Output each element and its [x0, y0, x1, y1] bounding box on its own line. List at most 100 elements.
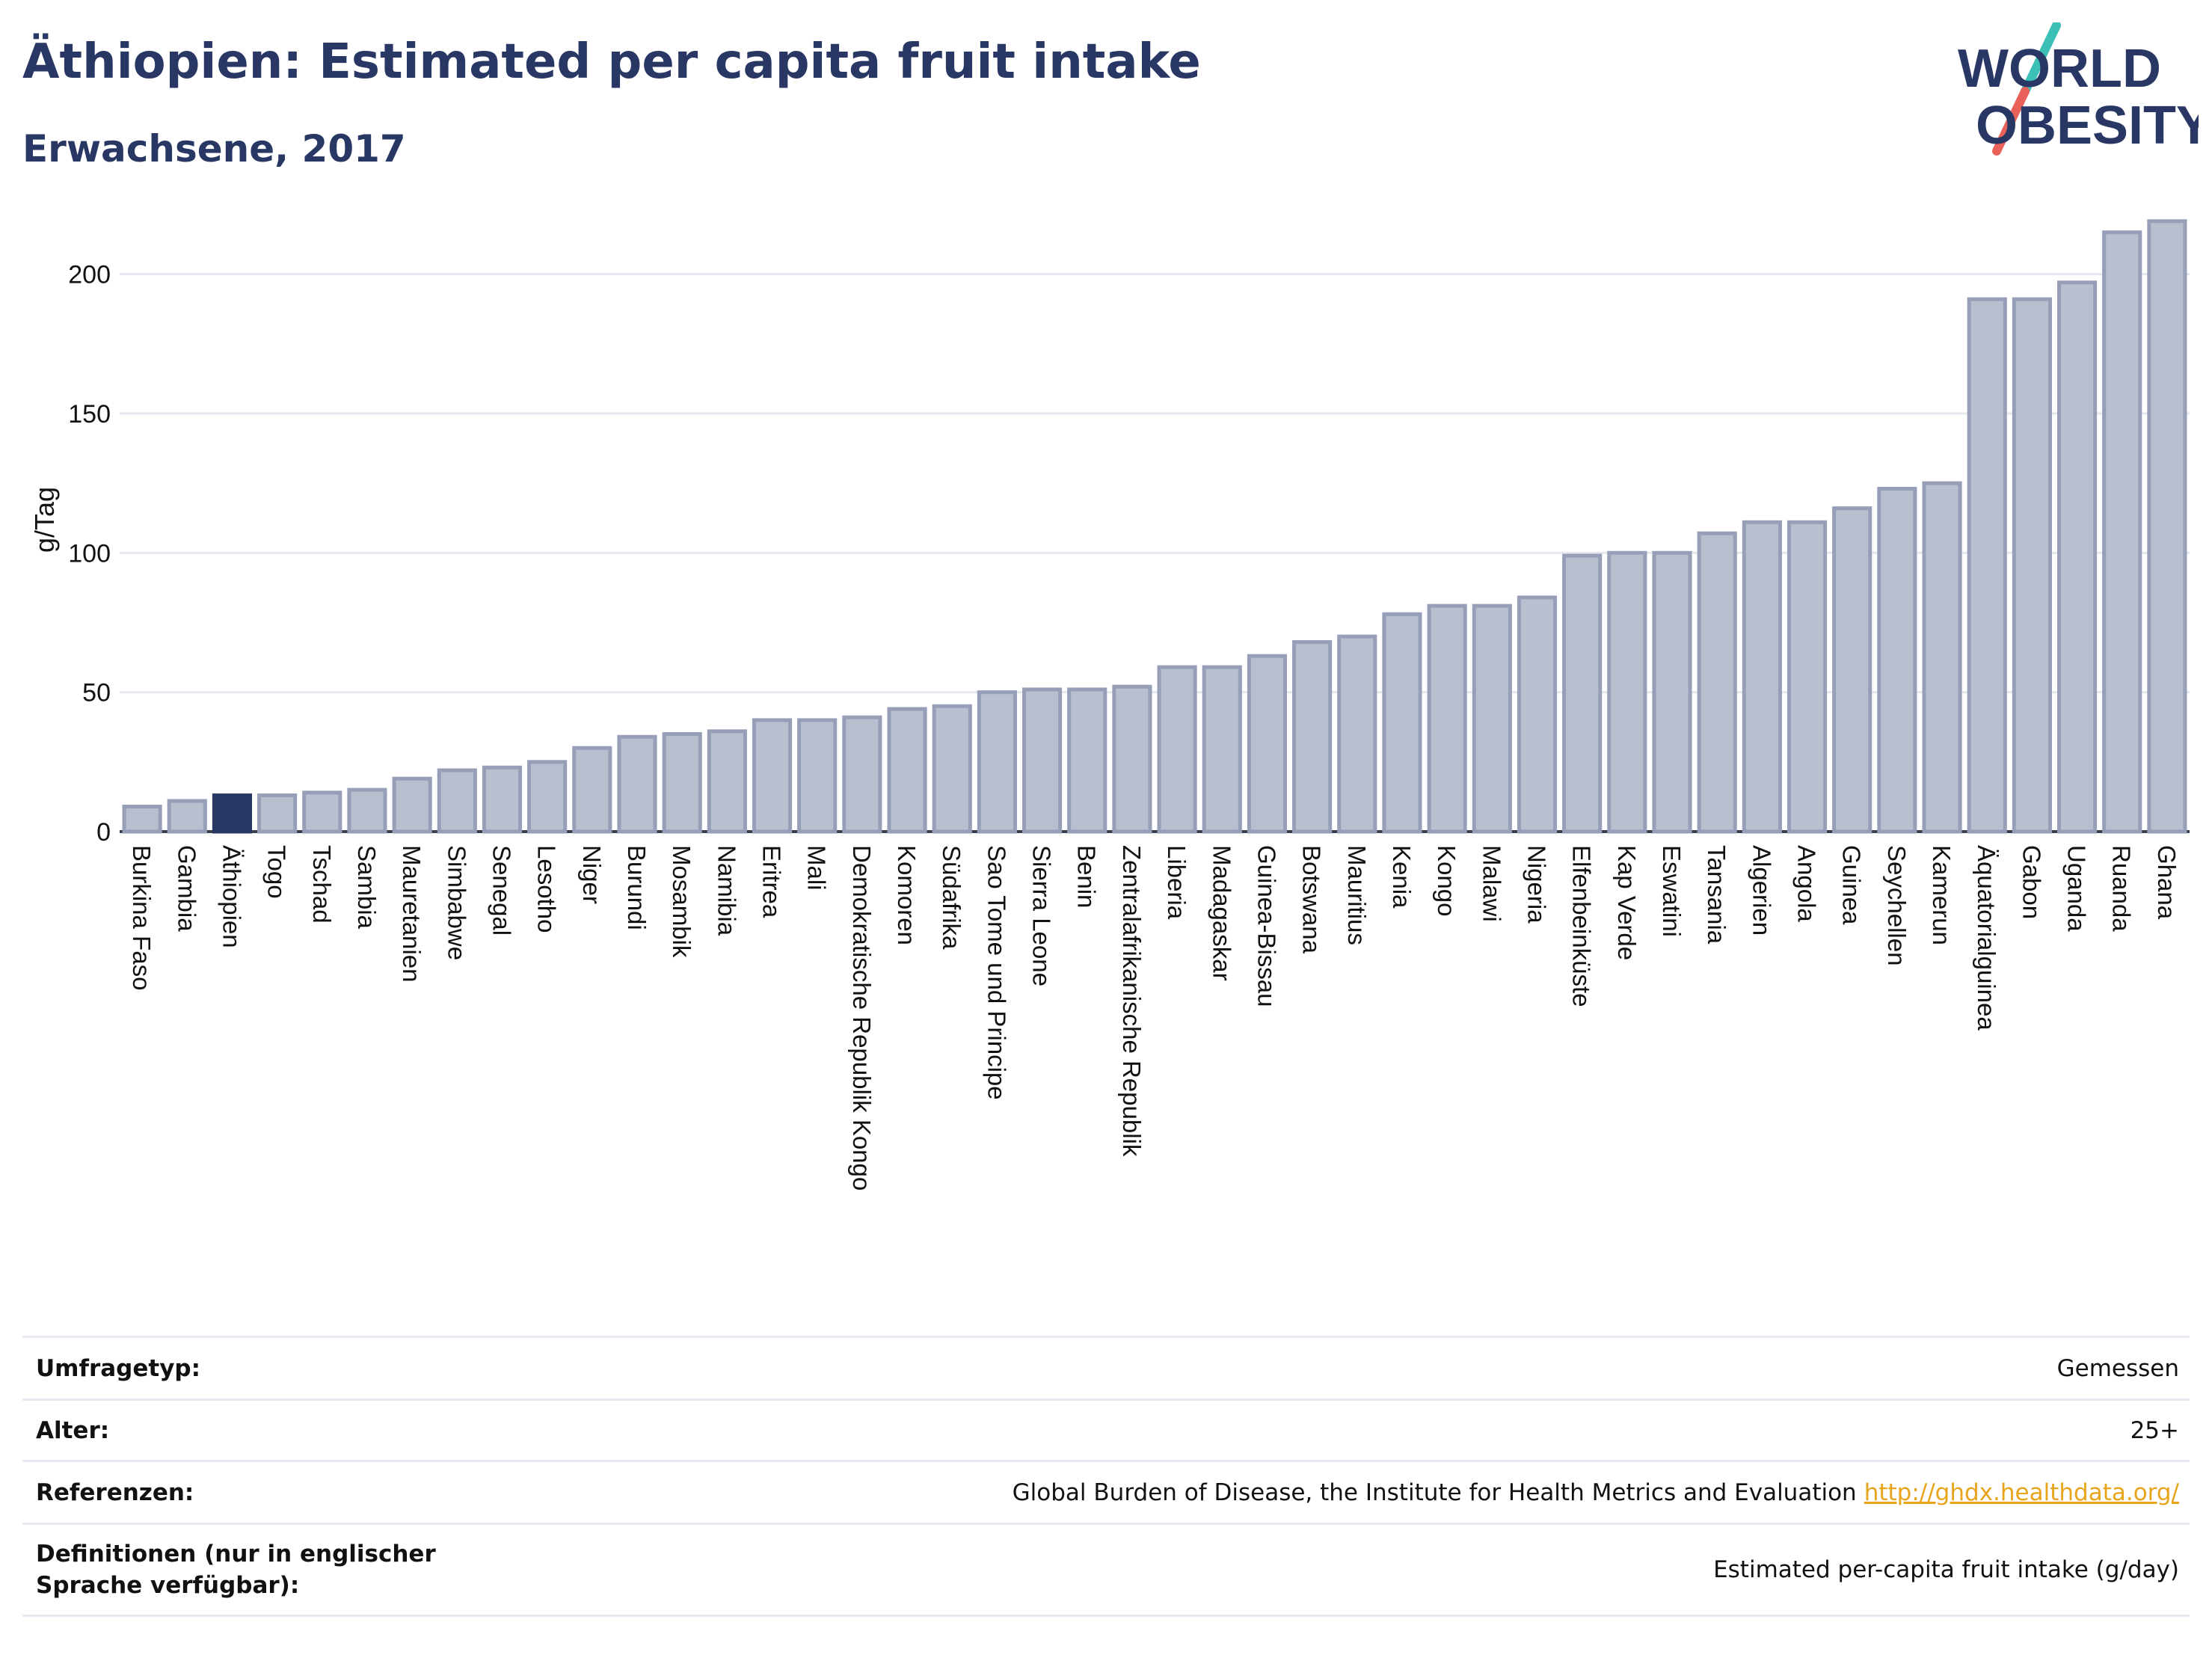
bar-chart: 0 50 100 150 200 Burkina Faso Gambia Äthiopien… [29, 219, 2190, 1191]
info-label: Alter: [36, 1416, 110, 1444]
bar-sambia[interactable] [347, 787, 387, 834]
bar-ghana[interactable] [2147, 219, 2187, 834]
bar-zentralafrikanische-republik[interactable] [1112, 684, 1152, 834]
reference-text: Global Burden of Disease, the Institute … [1012, 1479, 1857, 1506]
bar-kap-verde[interactable] [1607, 550, 1647, 834]
x-tick-label: Gambia [173, 845, 200, 932]
y-tick-label: 0 [96, 818, 111, 847]
bar-malawi[interactable] [1472, 604, 1512, 834]
bar-sao-tome-und-principe[interactable] [977, 690, 1017, 834]
bar-äthiopien[interactable] [212, 793, 253, 834]
x-tick-label: Zentralafrikanische Republik [1118, 845, 1146, 1157]
bar-burundi[interactable] [617, 734, 657, 834]
bar-botswana[interactable] [1292, 640, 1333, 834]
x-tick-label: Elfenbeinküste [1568, 845, 1596, 1007]
x-tick-label: Togo [263, 845, 291, 899]
bar-namibia[interactable] [707, 729, 747, 834]
x-tick-label: Tansania [1703, 845, 1730, 945]
x-tick-label: Ghana [2153, 845, 2181, 920]
reference-link[interactable]: http://ghdx.healthdata.org/ [1864, 1479, 2179, 1506]
x-tick-label: Namibia [713, 845, 740, 936]
info-label: Umfragetyp: [36, 1354, 200, 1382]
bar-kamerun[interactable] [1922, 481, 1962, 834]
info-row-definitions: Definitionen (nur in englischer Sprache … [22, 1523, 2190, 1617]
x-tick-label: Burkina Faso [128, 845, 156, 990]
x-tick-label: Madagaskar [1208, 845, 1235, 981]
bar-südafrika[interactable] [932, 704, 972, 834]
x-tick-label: Malawi [1478, 845, 1505, 922]
x-tick-label: Botswana [1298, 845, 1326, 954]
x-tick-label: Äquatorialguinea [1973, 845, 2000, 1031]
x-tick-label: Sambia [353, 845, 381, 930]
x-tick-label: Simbabwe [443, 845, 470, 960]
x-tick-label: Lesotho [533, 845, 561, 933]
info-value: Gemessen [2056, 1354, 2179, 1382]
logo-slash-top [2021, 22, 2061, 96]
bar-eswatini[interactable] [1652, 550, 1692, 834]
y-tick-label: 50 [82, 679, 111, 707]
bar-lesotho[interactable] [527, 760, 568, 834]
y-tick-label: 200 [68, 261, 111, 289]
bar-komoren[interactable] [887, 707, 927, 834]
bar-senegal[interactable] [482, 765, 523, 834]
x-tick-label: Mali [803, 845, 831, 891]
bar-madagaskar[interactable] [1202, 665, 1242, 834]
bar-benin[interactable] [1067, 687, 1107, 834]
bar-kongo[interactable] [1427, 604, 1467, 834]
x-tick-label: Sierra Leone [1028, 845, 1056, 986]
bar-demokratische-republik-kongo[interactable] [842, 715, 882, 834]
bar-gabon[interactable] [2012, 297, 2052, 834]
logo-line2: OBESITY [1976, 96, 2199, 156]
x-tick-label: Mosambik [668, 845, 695, 958]
x-tick-label: Seychellen [1883, 845, 1911, 965]
bar-guinea[interactable] [1832, 506, 1872, 834]
bar-ruanda[interactable] [2102, 230, 2142, 834]
x-tick-label: Niger [578, 845, 606, 904]
x-tick-label: Tschad [308, 845, 336, 924]
x-tick-label: Uganda [2063, 845, 2091, 932]
bar-mali[interactable] [797, 718, 838, 834]
bar-mauritius[interactable] [1337, 634, 1377, 834]
x-tick-label: Guinea-Bissau [1253, 845, 1280, 1007]
chart-title: Äthiopien: Estimated per capita fruit in… [22, 34, 1201, 90]
info-row-age: Alter: 25+ [22, 1398, 2190, 1460]
info-row-survey: Umfragetyp: Gemessen [22, 1336, 2190, 1398]
bar-seychellen[interactable] [1877, 487, 1917, 834]
bar-äquatorialguinea[interactable] [1967, 297, 2007, 834]
bar-angola[interactable] [1787, 520, 1828, 834]
x-tick-label: Benin [1073, 845, 1101, 908]
bar-tansania[interactable] [1697, 531, 1737, 834]
bar-mosambik[interactable] [662, 732, 702, 834]
bar-uganda[interactable] [2056, 280, 2098, 834]
x-tick-label: Demokratische Republik Kongo [848, 845, 876, 1191]
info-value: 25+ [2130, 1416, 2179, 1444]
bar-mauretanien[interactable] [392, 776, 432, 834]
x-tick-label: Sao Tome und Principe [983, 845, 1010, 1100]
x-tick-label: Komoren [893, 845, 921, 945]
x-tick-label: Eritrea [758, 845, 786, 918]
info-value: Estimated per-capita fruit intake (g/day… [1713, 1556, 2179, 1583]
bar-simbabwe[interactable] [437, 768, 477, 834]
bar-nigeria[interactable] [1517, 595, 1558, 834]
bar-burkina-faso[interactable] [122, 804, 162, 834]
bar-guinea-bissau[interactable] [1247, 654, 1288, 834]
info-label: Definitionen (nur in englischer Sprache … [36, 1541, 436, 1599]
bar-sierra-leone[interactable] [1021, 687, 1063, 834]
info-table: Umfragetyp: Gemessen Alter: 25+ Referenz… [22, 1336, 2190, 1617]
bar-togo[interactable] [257, 793, 298, 834]
bar-elfenbeinküste[interactable] [1562, 553, 1603, 834]
bar-algerien[interactable] [1742, 520, 1782, 834]
x-tick-label: Eswatini [1658, 845, 1686, 937]
x-tick-label: Mauritius [1343, 845, 1371, 945]
y-axis-label: g/Tag [29, 487, 60, 553]
chart-subtitle: Erwachsene, 2017 [22, 127, 406, 171]
bar-tschad[interactable] [302, 790, 342, 834]
bar-niger[interactable] [572, 746, 612, 834]
bar-eritrea[interactable] [752, 718, 793, 834]
bar-kenia[interactable] [1382, 612, 1422, 834]
bar-gambia[interactable] [167, 799, 207, 834]
bar-liberia[interactable] [1157, 665, 1197, 834]
info-row-references: Referenzen: Global Burden of Disease, th… [22, 1460, 2190, 1523]
x-tick-label: Ruanda [2108, 845, 2136, 932]
logo-line1: WORLD [1958, 39, 2161, 99]
